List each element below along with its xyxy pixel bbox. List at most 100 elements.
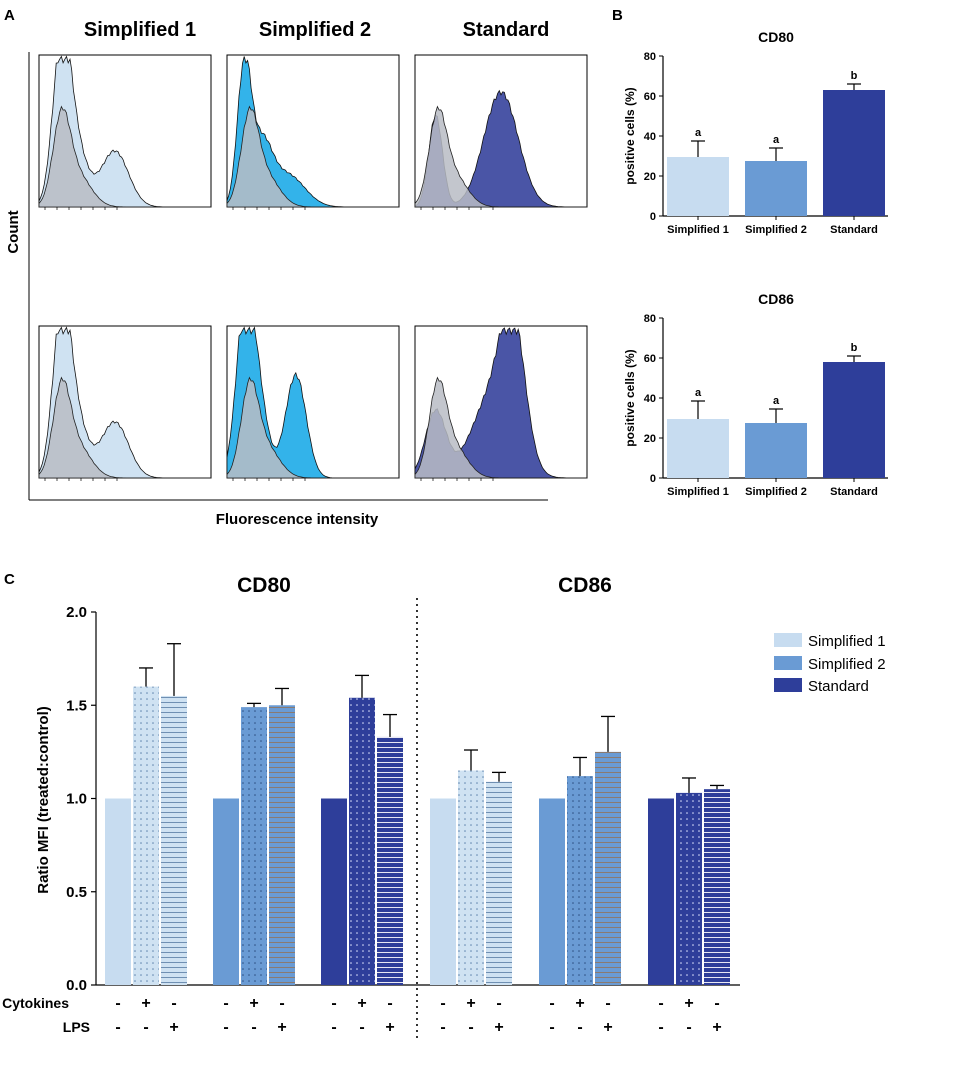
lps-sign: + [169, 1019, 178, 1036]
hist-control-curve [38, 376, 211, 479]
lps-sign: - [251, 1019, 256, 1036]
cytokines-sign: - [714, 995, 719, 1012]
y-tick-label: 1.5 [66, 697, 87, 714]
y-tick-label: 80 [644, 313, 656, 325]
y-axis-label: positive cells (%) [623, 349, 637, 446]
cytokines-sign: + [575, 995, 584, 1012]
bar [823, 90, 885, 216]
cytokines-sign: - [549, 995, 554, 1012]
bar [676, 792, 702, 985]
lps-sign: - [468, 1019, 473, 1036]
cytokines-sign: - [171, 995, 176, 1012]
cytokines-sign: - [658, 995, 663, 1012]
bar [105, 798, 131, 985]
bar [349, 697, 375, 985]
significance-letter: a [695, 387, 702, 399]
cytokines-sign: - [223, 995, 228, 1012]
lps-sign: - [331, 1019, 336, 1036]
bar [241, 707, 267, 985]
cytokines-sign: - [440, 995, 445, 1012]
y-tick-label: 60 [644, 91, 656, 103]
bar [213, 798, 239, 985]
y-tick-label: 1.0 [66, 791, 87, 808]
hist-ylabel: Count [5, 210, 22, 253]
panel-title: CD80 [237, 574, 291, 597]
significance-letter: a [773, 134, 780, 146]
y-tick-label: 80 [644, 51, 656, 63]
x-tick-label: Simplified 1 [667, 224, 729, 236]
cytokines-sign: + [466, 995, 475, 1012]
lps-sign: - [686, 1019, 691, 1036]
significance-letter: b [851, 70, 858, 82]
hist-control-curve [38, 105, 211, 208]
x-tick-label: Simplified 2 [745, 224, 807, 236]
panel-title: CD86 [558, 574, 612, 597]
hist-col-title-3: Standard [463, 19, 550, 41]
mfi-ylabel: Ratio MFI (treated:control) [35, 706, 52, 894]
hist-control-curve [226, 376, 399, 479]
y-tick-label: 0 [650, 211, 656, 223]
legend-label-standard: Standard [808, 678, 869, 695]
lps-sign: - [577, 1019, 582, 1036]
cytokines-sign: + [249, 995, 258, 1012]
bar [161, 695, 187, 985]
y-tick-label: 60 [644, 353, 656, 365]
lps-sign: - [143, 1019, 148, 1036]
panel-b-letter: B [612, 7, 623, 24]
hist-col-title-1: Simplified 1 [84, 19, 196, 41]
cytokines-sign: - [496, 995, 501, 1012]
bar [648, 798, 674, 985]
legend-swatch-simplified-1 [774, 633, 802, 647]
significance-letter: a [773, 395, 780, 407]
lps-sign: - [658, 1019, 663, 1036]
significance-letter: b [851, 342, 858, 354]
bar [539, 798, 565, 985]
y-tick-label: 40 [644, 131, 656, 143]
bar [667, 419, 729, 478]
hist-control-curve [414, 105, 587, 208]
bar [133, 686, 159, 985]
lps-sign: + [494, 1019, 503, 1036]
cytokines-sign: - [605, 995, 610, 1012]
x-tick-label: Simplified 1 [667, 486, 729, 498]
cytokines-sign: + [684, 995, 693, 1012]
y-tick-label: 0.0 [66, 977, 87, 994]
lps-sign: - [223, 1019, 228, 1036]
y-tick-label: 0.5 [66, 884, 87, 901]
x-tick-label: Simplified 2 [745, 486, 807, 498]
lps-sign: - [549, 1019, 554, 1036]
x-tick-label: Standard [830, 224, 878, 236]
lps-sign: - [440, 1019, 445, 1036]
legend-label-simplified-1: Simplified 1 [808, 633, 886, 650]
histogram-grid [38, 54, 588, 481]
bar [269, 705, 295, 985]
panel-c-letter: C [4, 571, 15, 588]
chart-title: CD86 [758, 291, 794, 307]
chart-title: CD80 [758, 29, 794, 45]
chart-mfi-ratio: 0.0 0.5 1.0 1.5 2.0 CD80 - - + - - + - - + - - + - - + - - + CD8… [66, 574, 740, 1036]
bar [567, 776, 593, 985]
y-tick-label: 20 [644, 433, 656, 445]
hist-xlabel: Fluorescence intensity [216, 511, 379, 528]
lps-sign: - [359, 1019, 364, 1036]
bar [745, 423, 807, 478]
chart-cd80-positive-cells: CD80 0 20 40 60 80 a Simplified 1 a Simplified 2 b… [623, 29, 888, 236]
y-tick-label: 20 [644, 171, 656, 183]
y-tick-label: 40 [644, 393, 656, 405]
y-tick-label: 2.0 [66, 604, 87, 621]
cytokines-sign: - [387, 995, 392, 1012]
legend: Simplified 1 Simplified 2 Standard [774, 633, 886, 695]
bar [595, 751, 621, 985]
bar [823, 362, 885, 478]
cytokines-sign: - [279, 995, 284, 1012]
bar [745, 161, 807, 216]
legend-swatch-standard [774, 678, 802, 692]
cytokines-sign: - [331, 995, 336, 1012]
lps-sign: + [603, 1019, 612, 1036]
hist-control-curve [226, 105, 399, 208]
lps-sign: - [115, 1019, 120, 1036]
bar [458, 770, 484, 985]
row-label-lps: LPS [63, 1019, 90, 1035]
chart-cd86-positive-cells: CD86 0 20 40 60 80 a Simplified 1 a Simplified 2 b… [623, 291, 888, 498]
